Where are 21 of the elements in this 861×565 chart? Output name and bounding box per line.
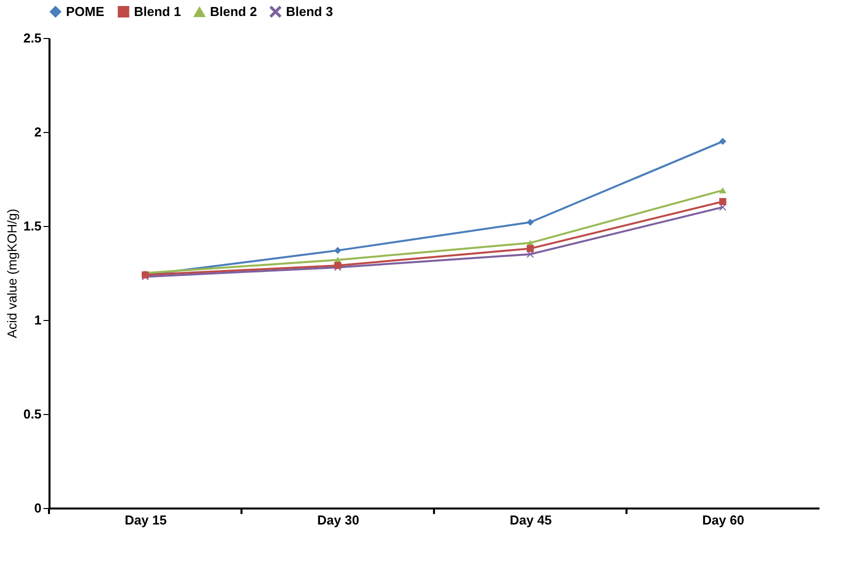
legend-label: Blend 3	[286, 4, 333, 19]
x-tick-label: Day 60	[702, 512, 744, 528]
y-axis-title: Acid value (mgKOH/g)	[4, 208, 20, 338]
point	[719, 198, 726, 206]
legend-label: POME	[66, 4, 105, 19]
x-tick-label: Day 30	[317, 512, 360, 528]
point	[526, 218, 534, 226]
point	[719, 138, 726, 145]
y-tick-label: 1.5	[23, 218, 42, 234]
x-tick-label: Day 15	[124, 512, 167, 528]
y-tick-label: 2.5	[23, 30, 42, 46]
y-tick-label: 1	[34, 312, 42, 328]
y-tick-label: 2	[34, 124, 42, 140]
legend-label: Blend 2	[210, 4, 257, 20]
point	[719, 187, 726, 194]
x-tick-label: Day 45	[510, 512, 552, 528]
y-tick-label: 0.5	[23, 406, 42, 422]
y-tick-label: 0	[34, 500, 42, 516]
point	[526, 245, 534, 252]
legend-label: Blend 1	[134, 4, 181, 19]
point	[334, 246, 342, 254]
